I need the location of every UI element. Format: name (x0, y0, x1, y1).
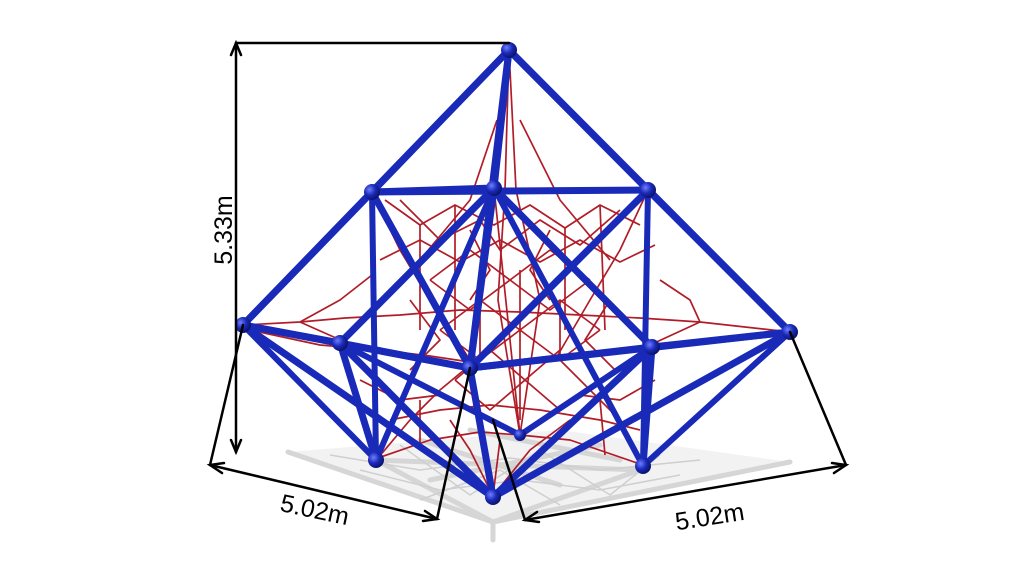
width-right-label: 5.02m (673, 498, 746, 537)
node-upper-center (486, 180, 502, 196)
left-width-dimension-line (208, 463, 439, 521)
node-mid-inner-right (644, 339, 660, 355)
right-width-arrow-end (830, 461, 850, 475)
dimension-lines (206, 39, 850, 524)
steel-frame-front (239, 46, 794, 501)
frame-nodes (235, 42, 798, 505)
right-width-dimension-line (523, 463, 848, 522)
right-width-arrow-start (521, 510, 541, 524)
height-arrow-top (229, 39, 243, 57)
left-width-arrow-end (421, 509, 441, 523)
left-width-arrow-start (206, 461, 226, 475)
height-arrow-bottom (229, 438, 243, 456)
height-label: 5.33m (210, 195, 238, 264)
rope-net (242, 49, 791, 497)
right-width-extension-1 (491, 418, 527, 522)
right-width-extension-2 (788, 330, 848, 467)
node-upper-left (364, 184, 380, 200)
left-width-extension-2 (435, 366, 472, 521)
node-base-left (368, 452, 384, 468)
node-base-right (635, 458, 651, 474)
node-base-front (485, 489, 501, 505)
node-apex (501, 42, 517, 58)
left-width-extension-1 (208, 323, 245, 467)
node-mid-inner-left (332, 335, 348, 351)
node-base-center (514, 429, 526, 441)
node-upper-right (640, 182, 656, 198)
